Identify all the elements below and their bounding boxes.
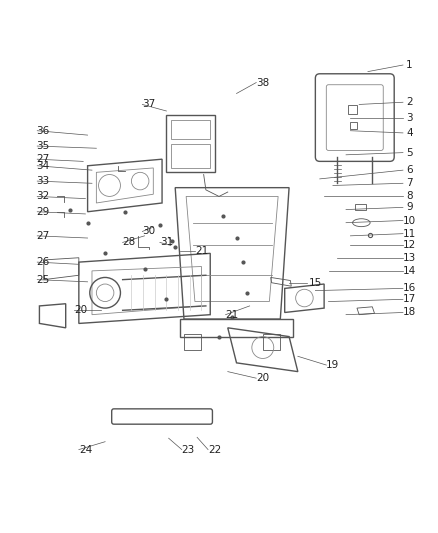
Text: 4: 4 <box>406 128 413 138</box>
Text: 7: 7 <box>406 178 413 188</box>
Text: 34: 34 <box>36 161 49 171</box>
Text: 5: 5 <box>406 148 413 158</box>
Text: 26: 26 <box>36 257 49 267</box>
Text: 37: 37 <box>142 100 155 109</box>
Text: 1: 1 <box>406 60 413 70</box>
Text: 28: 28 <box>123 237 136 247</box>
Text: 14: 14 <box>403 266 416 276</box>
Text: 21: 21 <box>226 310 239 320</box>
Text: 8: 8 <box>406 191 413 201</box>
Text: 11: 11 <box>403 229 416 239</box>
Text: 20: 20 <box>256 373 269 383</box>
Bar <box>180 319 293 336</box>
Text: 19: 19 <box>326 360 339 370</box>
Text: 30: 30 <box>142 227 155 237</box>
Bar <box>263 334 280 350</box>
Text: 21: 21 <box>195 246 208 256</box>
Text: 18: 18 <box>403 308 416 318</box>
Bar <box>350 122 357 128</box>
Text: 3: 3 <box>406 112 413 123</box>
Text: 16: 16 <box>403 284 416 293</box>
Text: 36: 36 <box>36 126 49 136</box>
Text: 12: 12 <box>403 240 416 251</box>
Bar <box>348 106 357 114</box>
Text: 6: 6 <box>406 165 413 175</box>
Text: 9: 9 <box>406 203 413 212</box>
Text: 2: 2 <box>406 97 413 107</box>
Bar <box>355 204 366 211</box>
Text: 27: 27 <box>36 231 49 241</box>
Text: 38: 38 <box>256 77 269 87</box>
Text: 13: 13 <box>403 253 416 263</box>
Text: 27: 27 <box>36 154 49 164</box>
Text: 35: 35 <box>36 141 49 151</box>
Text: 31: 31 <box>160 237 173 247</box>
Text: 10: 10 <box>403 215 416 225</box>
Text: 33: 33 <box>36 176 49 186</box>
Bar <box>184 334 201 350</box>
Text: 17: 17 <box>403 294 416 304</box>
Text: 32: 32 <box>36 191 49 201</box>
Bar <box>171 120 210 140</box>
Text: 15: 15 <box>309 278 322 288</box>
Text: 23: 23 <box>182 445 195 455</box>
Text: 22: 22 <box>208 445 221 455</box>
Bar <box>166 115 215 172</box>
Text: 29: 29 <box>36 207 49 217</box>
Bar <box>171 144 210 168</box>
Text: 24: 24 <box>79 445 92 455</box>
Text: 25: 25 <box>36 274 49 285</box>
Text: 20: 20 <box>74 305 88 316</box>
